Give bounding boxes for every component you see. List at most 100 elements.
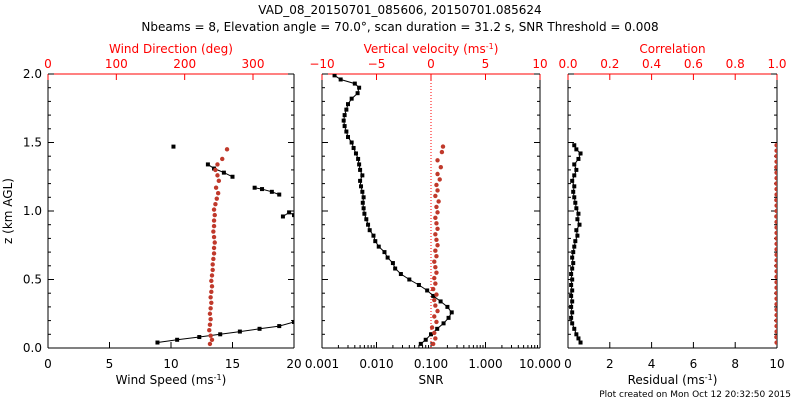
panel3-red-point <box>774 197 777 203</box>
panel1-red-point <box>211 223 217 229</box>
panel2-black-point <box>367 228 372 233</box>
panel1-red-point <box>210 267 215 273</box>
y-axis-label: z (km AGL) <box>1 178 15 244</box>
panel1-series-line <box>254 187 280 196</box>
panel1-red-point <box>208 295 213 300</box>
panel3-black-point <box>576 211 581 216</box>
panel1-y-tick-label: 1.5 <box>23 136 42 150</box>
panel1-red-point <box>211 218 217 223</box>
panel3-bottom-tick-label: 4 <box>648 357 656 371</box>
panel3-bottom-axis-label: Residual (ms-1) <box>628 373 718 388</box>
panel2-red-point <box>434 292 439 297</box>
panel2-top-tick-label: 0 <box>427 57 435 71</box>
panel3-black-point <box>572 162 577 167</box>
panel1-red-point <box>212 212 217 218</box>
panel1-red-point <box>211 256 216 262</box>
panel2-group: 0.001 0.010 0.100 1.000 10.000 SNR −10 −5 0 5 10 Ve… <box>305 42 561 388</box>
panel2-black-point <box>344 129 349 134</box>
panel3-black-point <box>569 315 574 320</box>
panel1-black-point <box>277 324 282 329</box>
panel1-red-point <box>213 201 218 207</box>
panel2-black-point <box>361 206 366 211</box>
panel1-y-tick-label: 1.0 <box>23 204 42 218</box>
panel2-red-point <box>430 341 436 347</box>
panel2-red-point <box>433 193 438 199</box>
panel3-bottom-tick-label: 0 <box>564 357 572 371</box>
panel3-top-tick-label: 0.6 <box>684 57 703 71</box>
panel2-black-point <box>445 304 450 309</box>
panel2-bottom-tick-label: 1.000 <box>468 357 502 371</box>
panel2-black-point <box>385 255 390 260</box>
panel3-black-point <box>572 173 577 178</box>
panel1-red-point <box>208 306 213 311</box>
panel1-black-point <box>252 185 257 190</box>
panel2-red-point <box>434 237 439 242</box>
panel2-red-point <box>432 259 437 264</box>
panel1-black-point <box>205 162 210 167</box>
panel1-bottom-tick-label: 5 <box>106 357 114 371</box>
panel3-black-point <box>574 332 579 337</box>
panel2-black-point <box>338 77 343 82</box>
panel1-top-axis-label: Wind Direction (deg) <box>109 42 233 56</box>
panel1-y-tick-label: 2.0 <box>23 67 42 81</box>
panel2-black-point <box>362 211 367 216</box>
panel3-black-point <box>570 299 575 304</box>
panel2-red-point <box>434 204 439 210</box>
panel3-black-point <box>570 321 575 326</box>
panel2-black-point <box>360 189 365 194</box>
panel1-red-point <box>215 190 221 196</box>
panel3-red-point <box>774 291 777 296</box>
panel2-series-line <box>334 74 453 345</box>
panel3-top-tick-label: 0.0 <box>558 57 577 71</box>
panel2-black-point <box>349 140 354 145</box>
panel1-group: 0 5 10 15 20 Wind Speed (ms-1) 0 100 200 300 Wind … <box>1 42 302 387</box>
panel3-red-point <box>774 334 777 340</box>
panel2-black-point <box>352 81 357 86</box>
panel3-red-point <box>774 247 777 252</box>
panel3-black-point <box>578 340 583 345</box>
panel2-red-point <box>435 308 440 314</box>
panel1-red-point <box>215 162 220 167</box>
panel2-red-point <box>438 164 444 170</box>
panel2-bottom-tick-label: 0.010 <box>359 357 393 371</box>
panel2-red-point <box>434 254 439 259</box>
panel3-black-point <box>571 261 576 266</box>
panel2-black-point <box>357 85 362 90</box>
panel2-red-point <box>434 182 439 188</box>
panel1-black-point <box>171 144 176 149</box>
panel2-black-point <box>393 266 398 271</box>
panel2-black-point <box>360 200 365 205</box>
panel2-red-point <box>429 325 435 330</box>
panel2-bottom-axis-label: SNR <box>419 373 444 387</box>
panel1-red-point <box>220 156 225 162</box>
panel1-red-point <box>210 262 215 267</box>
panel3-black-point <box>572 326 577 331</box>
panel1-black-point <box>155 340 160 345</box>
panel3-black-point <box>569 304 574 309</box>
panel1-black-point <box>218 332 223 337</box>
panel1-black-point <box>292 213 294 218</box>
panel2-bottom-tick-label: 10.000 <box>519 357 561 371</box>
panel3-red-point <box>774 192 777 197</box>
panel3-black-point <box>570 277 575 282</box>
panel3-data <box>569 143 777 345</box>
panel1-top-tick-label: 200 <box>173 57 196 71</box>
panel3-black-point <box>570 310 575 315</box>
panel2-red-point <box>437 177 442 182</box>
panel1-red-point <box>208 317 213 322</box>
panel3-red-point <box>774 318 777 323</box>
panel1-bottom-tick-label: 20 <box>286 357 301 371</box>
panel3-red-point <box>774 164 777 170</box>
panel1-series-line <box>207 163 233 178</box>
panel3-red-point <box>774 225 777 230</box>
panel1-red-point <box>208 333 213 338</box>
panel3-black-point <box>576 156 581 161</box>
panel3-black-point <box>573 200 578 205</box>
panel1-red-point <box>213 167 218 173</box>
panel3-black-point <box>574 167 579 172</box>
panel1-top-tick-label: 0 <box>44 57 52 71</box>
panel2-red-point <box>433 264 438 270</box>
panel2-black-point <box>358 167 363 172</box>
